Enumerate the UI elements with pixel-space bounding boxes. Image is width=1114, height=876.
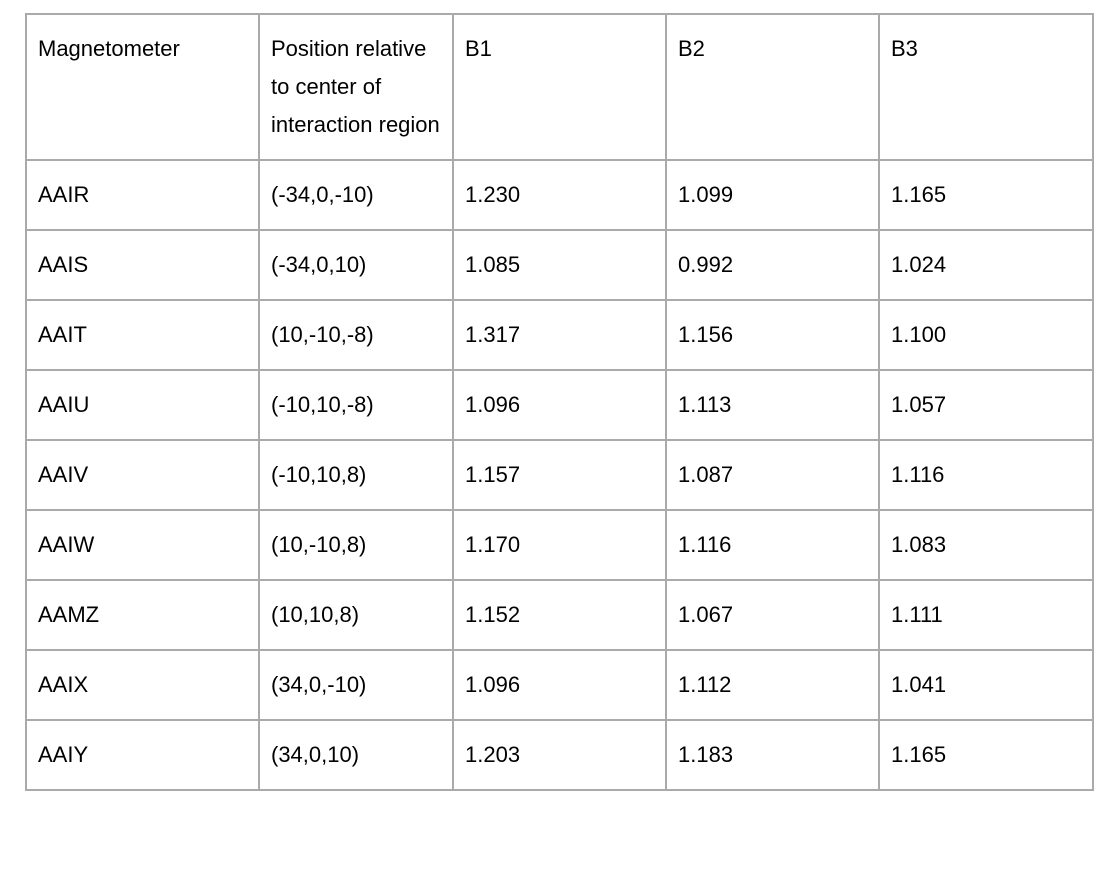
cell-b2: 1.116 [665,509,880,581]
cell-position: (10,-10,-8) [258,299,454,371]
column-header-b2: B2 [665,13,880,161]
cell-b3: 1.165 [878,159,1094,231]
cell-b1: 1.096 [452,649,667,721]
table-row: AAIV (-10,10,8) 1.157 1.087 1.116 [25,439,1094,511]
cell-b3: 1.024 [878,229,1094,301]
table-row: AAIU (-10,10,-8) 1.096 1.113 1.057 [25,369,1094,441]
cell-magnetometer: AAIW [25,509,260,581]
cell-b2: 1.099 [665,159,880,231]
table-row: AAIX (34,0,-10) 1.096 1.112 1.041 [25,649,1094,721]
cell-b2: 0.992 [665,229,880,301]
cell-b3: 1.100 [878,299,1094,371]
cell-b2: 1.183 [665,719,880,791]
table-header-row: Magnetometer Position relative to center… [25,13,1094,161]
cell-b1: 1.152 [452,579,667,651]
table-row: AAIT (10,-10,-8) 1.317 1.156 1.100 [25,299,1094,371]
column-header-position: Position relative to center of interacti… [258,13,454,161]
magnetometer-table: Magnetometer Position relative to center… [25,13,1094,791]
cell-magnetometer: AAIV [25,439,260,511]
cell-magnetometer: AAIX [25,649,260,721]
cell-b3: 1.111 [878,579,1094,651]
cell-magnetometer: AAIR [25,159,260,231]
cell-b3: 1.116 [878,439,1094,511]
column-header-magnetometer: Magnetometer [25,13,260,161]
cell-b3: 1.041 [878,649,1094,721]
cell-b2: 1.113 [665,369,880,441]
cell-b3: 1.057 [878,369,1094,441]
cell-position: (-34,0,-10) [258,159,454,231]
column-header-b3: B3 [878,13,1094,161]
cell-position: (-10,10,-8) [258,369,454,441]
cell-b1: 1.317 [452,299,667,371]
table-row: AAIR (-34,0,-10) 1.230 1.099 1.165 [25,159,1094,231]
cell-magnetometer: AAIY [25,719,260,791]
cell-position: (-10,10,8) [258,439,454,511]
cell-position: (10,-10,8) [258,509,454,581]
cell-b1: 1.170 [452,509,667,581]
cell-b1: 1.157 [452,439,667,511]
cell-b1: 1.203 [452,719,667,791]
cell-magnetometer: AAIS [25,229,260,301]
cell-b1: 1.096 [452,369,667,441]
cell-b1: 1.230 [452,159,667,231]
cell-magnetometer: AAMZ [25,579,260,651]
cell-b1: 1.085 [452,229,667,301]
cell-position: (34,0,-10) [258,649,454,721]
table-row: AAIW (10,-10,8) 1.170 1.116 1.083 [25,509,1094,581]
cell-position: (-34,0,10) [258,229,454,301]
cell-b2: 1.112 [665,649,880,721]
cell-magnetometer: AAIT [25,299,260,371]
cell-b3: 1.083 [878,509,1094,581]
cell-b3: 1.165 [878,719,1094,791]
cell-b2: 1.087 [665,439,880,511]
cell-magnetometer: AAIU [25,369,260,441]
cell-position: (34,0,10) [258,719,454,791]
table-row: AAIS (-34,0,10) 1.085 0.992 1.024 [25,229,1094,301]
table-row: AAIY (34,0,10) 1.203 1.183 1.165 [25,719,1094,791]
cell-b2: 1.156 [665,299,880,371]
table-row: AAMZ (10,10,8) 1.152 1.067 1.111 [25,579,1094,651]
cell-b2: 1.067 [665,579,880,651]
column-header-b1: B1 [452,13,667,161]
cell-position: (10,10,8) [258,579,454,651]
